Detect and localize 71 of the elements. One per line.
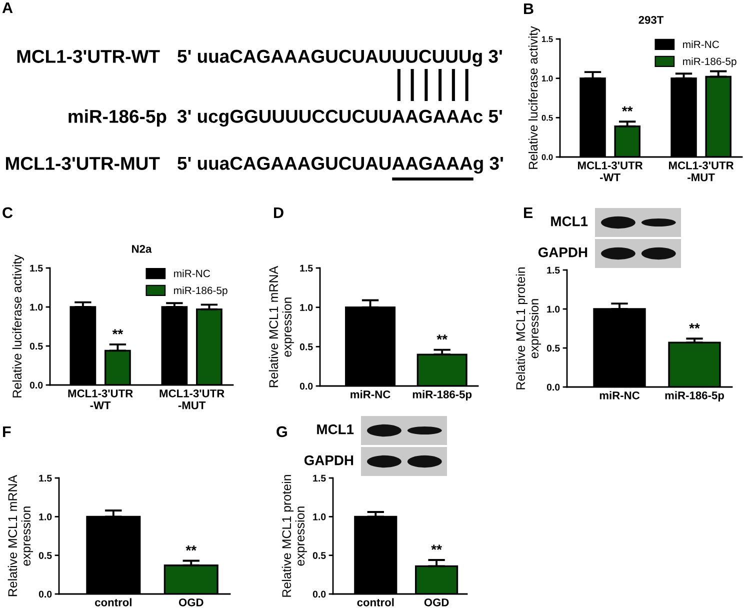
- text: miR-186-5p: [68, 109, 166, 127]
- text: MCL1: [317, 424, 354, 434]
- text: MCL1-3'UTR-MUT: [6, 156, 160, 170]
- text: G: [276, 426, 287, 438]
- text: C: [2, 207, 13, 218]
- text: E: [524, 207, 533, 218]
- y-tick-label: 0.0: [312, 590, 326, 598]
- annotation: **: [689, 323, 700, 329]
- y-axis-title: Relative luciferase activity: [528, 26, 540, 169]
- text: GAPDH: [538, 247, 588, 258]
- chart-title: N2a: [132, 244, 152, 253]
- text: 5' uuaCAGAAAGUCUAUUUCUUUg 3': [178, 50, 502, 67]
- annotation: **: [112, 329, 124, 334]
- y-tick-label: 0.5: [542, 114, 553, 121]
- x-tick-label: miR-186-5p: [665, 391, 724, 402]
- x-tick-label: OGD: [178, 598, 204, 606]
- x-tick-label: MCL1-3'UTR -WT: [578, 161, 643, 182]
- text: MCL1-3'UTR-WT: [17, 50, 160, 63]
- text: A: [2, 2, 13, 13]
- y-tick-label: 1.5: [542, 36, 553, 42]
- x-tick-label: control: [95, 598, 132, 606]
- y-axis-title: Relative MCL1 mRNA expression: [268, 266, 294, 388]
- y-tick-label: 0.0: [38, 590, 52, 598]
- y-tick-label: 1.0: [39, 513, 52, 520]
- text: GAPDH: [304, 455, 354, 466]
- y-axis-title: Relative MCL1 protein expression: [282, 474, 307, 597]
- y-tick-label: 0.5: [546, 344, 560, 352]
- text: D: [274, 207, 284, 218]
- y-tick-label: 1.5: [300, 264, 313, 272]
- y-tick-label: 0.0: [546, 384, 560, 391]
- annotation: **: [186, 546, 197, 551]
- y-tick-label: 0.0: [542, 154, 553, 160]
- y-tick-label: 1.0: [547, 306, 560, 313]
- y-tick-label: 1.5: [30, 264, 43, 272]
- x-tick-label: miR-186-5p: [412, 390, 472, 401]
- annotation: **: [436, 334, 448, 340]
- text: MCL1: [551, 216, 588, 226]
- y-tick-label: 1.5: [547, 266, 560, 274]
- y-axis-title: Relative MCL1 mRNA expression: [8, 474, 33, 596]
- y-tick-label: 1.5: [313, 474, 326, 482]
- legend-label: miR-186-5p: [174, 286, 228, 296]
- text: F: [3, 426, 11, 437]
- y-tick-label: 1.0: [542, 76, 553, 82]
- annotation: **: [431, 544, 442, 550]
- y-tick-label: 0.5: [300, 343, 313, 350]
- chart-title: 293T: [638, 16, 664, 24]
- y-tick-label: 0.5: [312, 552, 326, 559]
- y-tick-label: 1.5: [39, 474, 52, 482]
- x-tick-label: miR-NC: [600, 391, 640, 400]
- text: B: [524, 3, 534, 14]
- y-axis-title: Relative luciferase activity: [12, 254, 24, 398]
- x-tick-label: miR-NC: [350, 390, 390, 398]
- x-tick-label: control: [357, 598, 394, 606]
- x-tick-label: MCL1-3'UTR -WT: [68, 389, 133, 410]
- x-tick-label: OGD: [424, 598, 449, 606]
- y-tick-label: 1.0: [30, 304, 43, 311]
- y-tick-label: 1.0: [300, 304, 313, 311]
- x-tick-label: MCL1-3'UTR -MUT: [160, 389, 224, 410]
- legend-label: miR-NC: [683, 40, 720, 48]
- legend-label: miR-186-5p: [683, 57, 736, 68]
- y-tick-label: 1.0: [313, 513, 326, 520]
- annotation: **: [622, 106, 633, 112]
- y-tick-label: 0.5: [38, 552, 52, 559]
- legend-label: miR-NC: [174, 270, 210, 278]
- text: 3' ucgGGUUUUCCUCUUAAGAAAc 5': [177, 110, 502, 127]
- y-tick-label: 0.5: [30, 342, 43, 350]
- y-axis-title: Relative MCL1 protein expression: [516, 267, 541, 390]
- y-tick-label: 0.0: [30, 382, 43, 389]
- y-tick-label: 0.0: [300, 382, 313, 390]
- x-tick-label: MCL1-3'UTR -MUT: [668, 161, 734, 182]
- text: 5' uuaCAGAAAGUCUAUAAGAAAg 3': [178, 156, 503, 174]
